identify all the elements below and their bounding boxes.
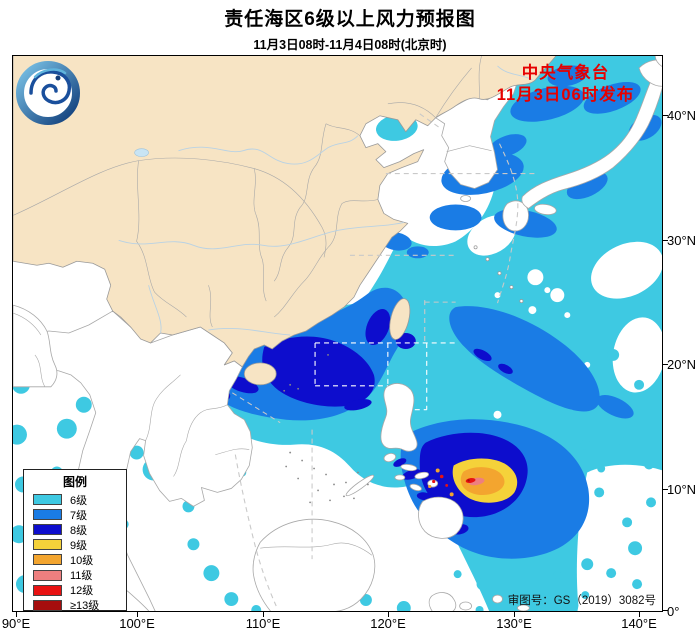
pearl-river xyxy=(208,327,291,336)
lon-tick xyxy=(514,612,515,617)
level9-swatch xyxy=(33,539,62,551)
legend-item: 8级 xyxy=(24,522,126,537)
rivers xyxy=(118,65,533,336)
level8-swatch xyxy=(33,524,62,536)
lon-label: 90°E xyxy=(1,616,31,631)
map-license-number: 审图号：GS（2019）3082号 xyxy=(507,595,656,607)
legend-item: 7级 xyxy=(24,507,126,522)
level10-swatch xyxy=(33,554,62,566)
typhoon-core xyxy=(428,458,518,503)
level7-swatch xyxy=(33,509,62,521)
lat-tick xyxy=(663,240,668,241)
legend-label: 11级 xyxy=(70,570,93,583)
hokkaido xyxy=(638,59,662,87)
lon-label: 140°E xyxy=(621,616,657,631)
legend-item: 9级 xyxy=(24,537,126,552)
legend-item: 12级 xyxy=(24,583,126,598)
mekong-upper xyxy=(148,285,162,334)
forecast-map: 中央气象台 11月3日06时发布 图例 6级 7级 8级 9级 10级 11级 … xyxy=(12,55,663,612)
china-land xyxy=(13,56,557,386)
level11-swatch xyxy=(33,569,62,581)
wind-area-level12 xyxy=(465,477,476,483)
level12-swatch xyxy=(33,584,62,596)
palawan xyxy=(345,474,375,497)
borneo xyxy=(252,518,376,611)
level13-swatch xyxy=(33,599,62,611)
sakhalin xyxy=(654,56,662,67)
lat-label: 30°N xyxy=(667,233,697,248)
lon-label: 130°E xyxy=(496,616,532,631)
legend-label: 12级 xyxy=(70,585,94,598)
sulawesi xyxy=(428,592,457,611)
legend-label: ≥13级 xyxy=(70,600,100,613)
mindoro xyxy=(383,453,397,463)
lat-label: 20°N xyxy=(667,357,697,372)
jeju xyxy=(460,195,471,202)
lat-label: 10°N xyxy=(667,482,697,497)
legend: 图例 6级 7级 8级 9级 10级 11级 12级 ≥13级 xyxy=(23,469,127,613)
honshu xyxy=(521,73,662,209)
level6-swatch xyxy=(33,494,62,506)
lon-label: 120°E xyxy=(370,616,406,631)
cma-logo xyxy=(16,61,80,125)
legend-item: 10级 xyxy=(24,552,126,567)
lat-tick xyxy=(663,364,668,365)
foreign-land xyxy=(13,56,662,611)
china-mainland xyxy=(13,56,557,368)
legend-label: 10级 xyxy=(70,554,94,567)
issuer-name: 中央气象台 xyxy=(521,64,610,82)
qinghai-lake xyxy=(134,148,149,157)
sea-zone-boundaries xyxy=(232,113,536,607)
songhua-river xyxy=(497,65,533,81)
lat-tick xyxy=(663,610,668,611)
lon-tick xyxy=(388,612,389,617)
legend-label: 7级 xyxy=(70,509,88,522)
kyushu xyxy=(502,200,529,232)
luzon xyxy=(380,383,418,452)
mindanao xyxy=(418,496,464,539)
legend-item: 6级 xyxy=(24,492,126,507)
lon-tick xyxy=(263,612,264,617)
issue-time: 11月3日06时发布 xyxy=(496,86,635,104)
map-canvas xyxy=(13,56,662,611)
issuer-announcement: 中央气象台 11月3日06时发布 xyxy=(468,62,663,106)
header: 责任海区6级以上风力预报图 11月3日08时-11月4日08时(北京时) xyxy=(0,0,700,53)
page-title: 责任海区6级以上风力预报图 xyxy=(224,9,476,30)
small-islands xyxy=(283,245,524,504)
lon-tick xyxy=(137,612,138,617)
yangtze-river xyxy=(118,221,404,250)
yellow-river xyxy=(178,135,359,165)
lon-label: 100°E xyxy=(119,616,155,631)
hainan xyxy=(243,362,277,386)
legend-label: 9级 xyxy=(70,539,88,552)
lon-tick xyxy=(16,612,17,617)
page-subtitle: 11月3日08时-11月4日08时(北京时) xyxy=(253,38,447,52)
taiwan xyxy=(389,298,411,340)
lon-label: 110°E xyxy=(245,616,281,631)
shikoku xyxy=(534,203,557,216)
lon-tick xyxy=(639,612,640,617)
legend-label: 8级 xyxy=(70,524,88,537)
lat-tick xyxy=(663,489,668,490)
legend-item: ≥13级 xyxy=(24,598,126,613)
india-bangladesh xyxy=(13,304,58,388)
lat-label: 0° xyxy=(667,604,680,619)
legend-label: 6级 xyxy=(70,494,88,507)
legend-item: 11级 xyxy=(24,567,126,582)
lat-label: 40°N xyxy=(667,108,697,123)
spratly-specks xyxy=(283,354,369,504)
lat-tick xyxy=(663,115,668,116)
legend-title: 图例 xyxy=(62,475,87,489)
admin-borders xyxy=(13,56,492,556)
